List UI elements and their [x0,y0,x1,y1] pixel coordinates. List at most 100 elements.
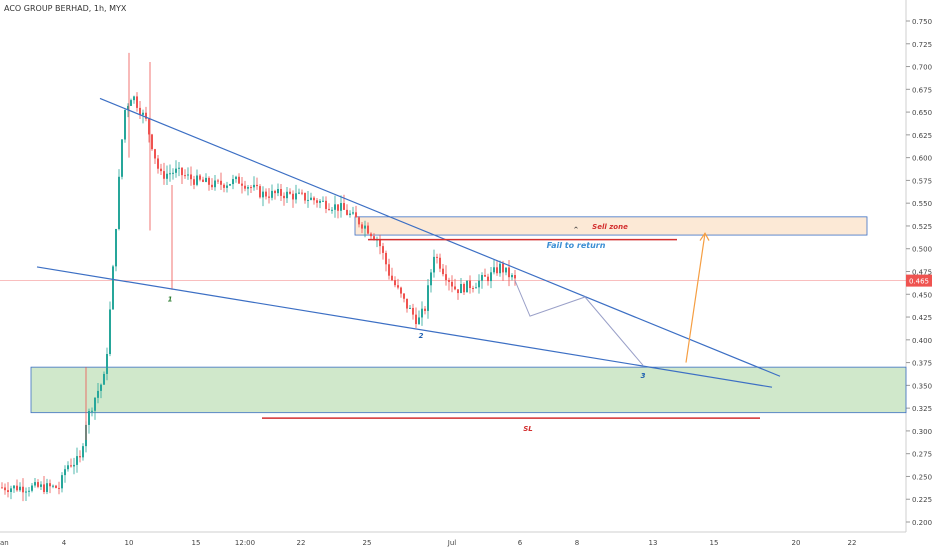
candle-body [232,179,234,185]
wave-point-label: 2 [419,332,424,340]
x-tick-label: 12:00 [235,539,255,547]
candle-body [208,177,210,185]
candle-body [229,184,231,186]
candle-body [487,276,489,282]
candle-body [7,490,9,492]
candle-body [187,174,189,176]
candle-body [70,465,72,467]
candle-body [430,272,432,286]
candle-body [226,185,228,188]
candle-body [304,192,306,201]
candle-body [424,308,426,311]
candle-body [175,168,177,173]
candle-body [436,256,438,258]
candle-body [307,199,309,201]
candle-body [25,491,27,493]
fail-to-return-label: Fail to return [547,241,606,250]
y-tick-label: 0.600 [912,155,932,163]
y-tick-label: 0.350 [912,382,932,390]
candle-body [172,172,174,174]
candle-body [43,484,45,492]
x-tick-label: 15 [192,539,201,547]
candle-body [178,167,180,169]
candle-body [343,203,345,210]
candle-body [241,183,243,186]
candle-body [109,309,111,355]
candle-body [19,486,21,491]
wave-point-label: 3 [641,372,646,380]
upper-trendline [99,97,781,377]
candle-body [94,397,96,411]
stop-loss-label: SL [523,425,533,433]
candle-body [466,280,468,293]
candle-body [97,390,99,398]
candle-body [22,486,24,493]
candle-body [406,298,408,309]
candle-body [88,411,90,425]
candle-body [451,281,453,287]
candle-body [295,193,297,200]
candle-body [340,203,342,211]
candle-body [421,308,423,318]
y-tick-label: 0.475 [912,269,932,277]
candle-body [352,212,354,214]
candle-body [112,266,114,310]
target-arrow-head [699,232,710,241]
candle-body [415,314,417,325]
candle-body [478,280,480,288]
candle-body [493,267,495,273]
candle-body [238,176,240,184]
candle-body [127,105,129,110]
candle-body [166,173,168,179]
candle-body [271,190,273,198]
candle-body [313,197,315,201]
y-tick-label: 0.675 [912,86,932,94]
candle-body [397,285,399,288]
candle-body [514,275,516,279]
candle-body [370,233,372,237]
candle-body [286,191,288,199]
candle-body [361,224,363,229]
candle-body [37,482,39,487]
candle-body [250,187,252,189]
candle-body [34,482,36,486]
candle-body [355,212,357,218]
x-tick-label: 25 [363,539,372,547]
x-tick-label: 15 [710,539,719,547]
wave-point-label: 1 [168,296,173,304]
candle-body [379,239,381,247]
candle-body [205,177,207,182]
candle-body [367,225,369,234]
target-arrow [685,233,706,363]
y-tick-label: 0.750 [912,18,932,26]
candle-body [169,173,171,175]
candle-body [412,307,414,315]
candle-body [391,275,393,281]
candle-body [151,134,153,150]
sell-zone-box [354,216,868,236]
candle-body [220,180,222,185]
candle-body [469,280,471,289]
candle-body [163,171,165,179]
candle-body [346,209,348,215]
candle-body [481,275,483,281]
x-tick-label: an [0,539,9,547]
candle-body [148,118,150,135]
candle-body [460,284,462,294]
candle-body [223,184,225,188]
candle-body [244,185,246,189]
y-tick-label: 0.375 [912,360,932,368]
x-tick-label: 22 [297,539,306,547]
candle-body [142,112,144,115]
candle-body [211,184,213,188]
candle-body [202,179,204,182]
candle-body [484,275,486,277]
y-tick-label: 0.450 [912,291,932,299]
candle-body [268,196,270,198]
candle-body [511,275,513,278]
y-tick-label: 0.575 [912,177,932,185]
y-tick-label: 0.425 [912,314,932,322]
candle-body [283,195,285,199]
x-tick-label: 20 [792,539,801,547]
